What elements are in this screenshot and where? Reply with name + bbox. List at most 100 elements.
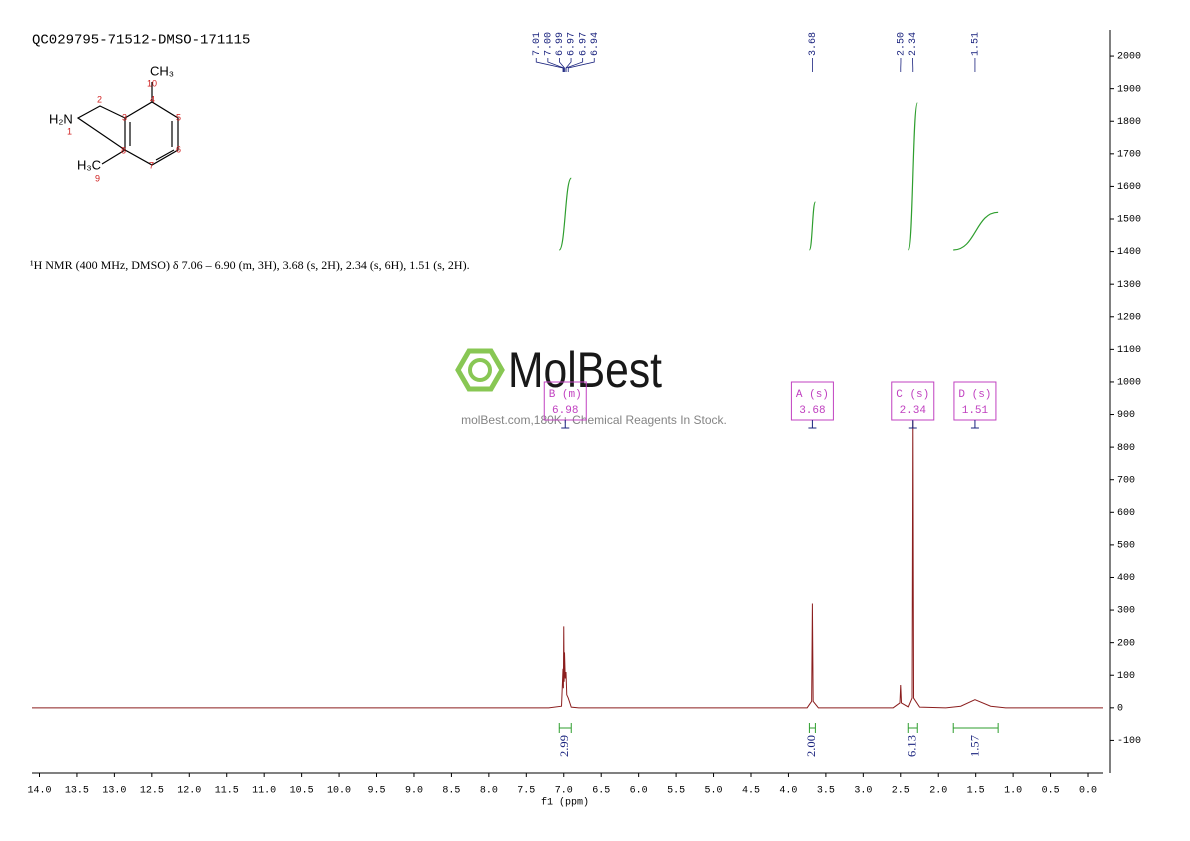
x-tick-label: 6.5 <box>592 786 610 797</box>
x-tick-label: 8.5 <box>442 786 460 797</box>
peak-label: 6.99 <box>555 32 566 56</box>
peak-label: 7.00 <box>543 32 554 56</box>
multiplet-shift: 6.98 <box>552 405 578 417</box>
peak-connector <box>567 58 595 72</box>
atom-number: 6 <box>176 144 181 154</box>
y-tick-label: 500 <box>1117 541 1135 552</box>
y-tick-label: 600 <box>1117 508 1135 519</box>
x-tick-label: 5.0 <box>705 786 723 797</box>
y-tick-label: 400 <box>1117 573 1135 584</box>
x-tick-label: 4.5 <box>742 786 760 797</box>
integral-curve <box>558 177 572 251</box>
y-tick-label: 1800 <box>1117 117 1141 128</box>
x-tick-label: 9.0 <box>405 786 423 797</box>
peak-label: 6.97 <box>567 32 578 56</box>
logo-ring <box>468 358 492 382</box>
tagline: molBest.com,180K+ Chemical Reagents In S… <box>461 413 727 427</box>
x-tick-label: 8.0 <box>480 786 498 797</box>
x-tick-label: 1.5 <box>967 786 985 797</box>
x-tick-label: 10.0 <box>327 786 351 797</box>
y-tick-label: 300 <box>1117 606 1135 617</box>
atom-number: 8 <box>121 145 126 155</box>
atom: H₃C <box>77 157 101 172</box>
x-tick-label: 2.5 <box>892 786 910 797</box>
multiplet-shift: 3.68 <box>799 405 825 417</box>
peak-connector <box>559 58 565 72</box>
title: QC029795-71512-DMSO-171115 <box>32 33 250 49</box>
y-tick-label: 2000 <box>1117 52 1141 63</box>
y-tick-label: 1500 <box>1117 215 1141 226</box>
y-tick-label: 1600 <box>1117 182 1141 193</box>
integral-bracket <box>907 723 918 733</box>
atom-number: 9 <box>95 173 100 183</box>
logo-text: MolBest <box>508 342 662 398</box>
peak-label: 1.51 <box>971 32 982 56</box>
y-tick-label: 900 <box>1117 410 1135 421</box>
integral-label: 6.13 <box>905 735 919 757</box>
x-tick-label: 0.5 <box>1042 786 1060 797</box>
peak-connector <box>565 58 584 72</box>
integral-bracket <box>952 723 999 733</box>
bonds <box>76 82 179 166</box>
atom-number: 10 <box>147 78 157 88</box>
x-tick-label: 12.5 <box>140 786 164 797</box>
multiplet-marker <box>561 420 570 429</box>
x-axis-label: f1 (ppm) <box>541 797 589 809</box>
y-tick-label: 1300 <box>1117 280 1141 291</box>
multiplet-shift: 1.51 <box>962 405 989 417</box>
x-tick-label: 4.0 <box>779 786 797 797</box>
x-tick-label: 3.5 <box>817 786 835 797</box>
x-tick-label: 3.0 <box>854 786 872 797</box>
multiplet-marker <box>908 420 917 429</box>
atom-number: 1 <box>67 126 72 136</box>
peak-label: 3.68 <box>808 32 819 56</box>
x-tick-label: 11.0 <box>252 786 276 797</box>
y-tick-label: 1900 <box>1117 84 1141 95</box>
peak-connector <box>535 58 564 72</box>
integral-curve <box>907 102 918 251</box>
atom-number: 5 <box>176 112 181 122</box>
peak-label: 6.97 <box>578 32 589 56</box>
atom-number: 7 <box>149 160 154 170</box>
peak-label: 2.34 <box>908 32 919 56</box>
y-tick-label: 200 <box>1117 638 1135 649</box>
x-tick-label: 13.5 <box>65 786 89 797</box>
peak-label: 7.01 <box>532 32 543 56</box>
peak-connector <box>547 58 565 72</box>
y-tick-label: 1100 <box>1117 345 1141 356</box>
x-tick-label: 7.5 <box>517 786 535 797</box>
atom-number: 3 <box>122 112 127 122</box>
y-tick-label: -100 <box>1117 736 1141 747</box>
logo-hexagon <box>455 348 505 392</box>
watermark: MolBest molBest.com,180K+ Chemical Reage… <box>455 342 727 427</box>
integral-label: 2.00 <box>804 735 818 757</box>
atom-number: 4 <box>150 94 155 104</box>
x-tick-label: 14.0 <box>27 786 51 797</box>
x-tick-label: 7.0 <box>555 786 573 797</box>
peak-label: 6.94 <box>590 32 601 56</box>
multiplet-marker <box>970 420 979 429</box>
spectrum-line <box>32 421 1103 709</box>
integral-label: 1.57 <box>967 735 981 757</box>
x-tick-label: 1.0 <box>1004 786 1022 797</box>
integral-bracket <box>808 723 816 733</box>
multiplet-name: A (s) <box>796 389 829 401</box>
x-tick-label: 2.0 <box>929 786 947 797</box>
integral-curve <box>953 211 999 251</box>
x-tick-label: 0.0 <box>1079 786 1097 797</box>
x-tick-label: 11.5 <box>215 786 239 797</box>
x-tick-label: 6.0 <box>630 786 648 797</box>
x-tick-label: 12.0 <box>177 786 201 797</box>
y-tick-label: 700 <box>1117 475 1135 486</box>
atom: H₂N <box>49 111 73 126</box>
x-tick-label: 9.5 <box>368 786 386 797</box>
y-tick-label: 1000 <box>1117 378 1141 389</box>
peak-label: 2.50 <box>897 32 908 56</box>
y-tick-label: 1700 <box>1117 149 1141 160</box>
description: ¹H NMR (400 MHz, DMSO) δ 7.06 – 6.90 (m,… <box>30 258 470 272</box>
multiplet-name: D (s) <box>958 389 991 401</box>
integral-label: 2.99 <box>557 735 571 757</box>
x-tick-label: 5.5 <box>667 786 685 797</box>
integral-curve <box>808 201 816 251</box>
